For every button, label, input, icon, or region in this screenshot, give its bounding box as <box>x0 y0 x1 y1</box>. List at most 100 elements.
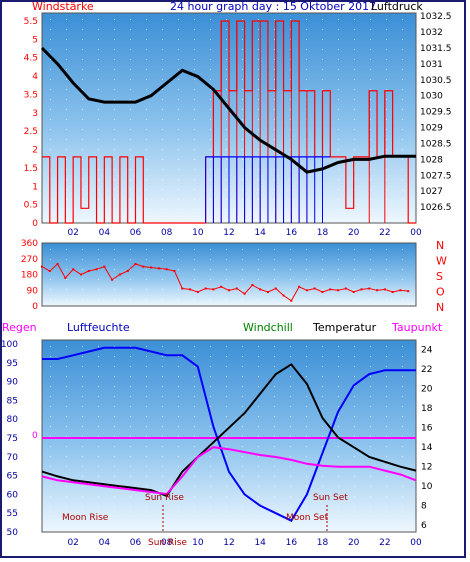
grid-dot <box>402 79 403 80</box>
grid-dot <box>258 149 259 150</box>
grid-dot <box>130 59 131 60</box>
grid-dot <box>162 179 163 180</box>
wind-axis-label: Windstärke <box>32 0 94 13</box>
grid-dot <box>66 456 67 457</box>
grid-dot <box>370 446 371 447</box>
grid-dot <box>338 299 339 300</box>
grid-dot <box>162 299 163 300</box>
grid-dot <box>146 169 147 170</box>
grid-dot <box>338 516 339 517</box>
grid-dot <box>114 426 115 427</box>
temperature-plot-area <box>41 339 417 533</box>
grid-dot <box>146 466 147 467</box>
grid-dot <box>386 129 387 130</box>
grid-dot <box>386 49 387 50</box>
grid-dot <box>194 406 195 407</box>
grid-dot <box>50 39 51 40</box>
grid-dot <box>258 219 259 220</box>
grid-dot <box>66 346 67 347</box>
grid-dot <box>114 506 115 507</box>
grid-dot <box>242 396 243 397</box>
grid-dot <box>130 396 131 397</box>
grid-dot <box>402 476 403 477</box>
grid-dot <box>370 269 371 270</box>
wind-y-tick-label: 2 <box>32 146 38 156</box>
grid-dot <box>242 69 243 70</box>
grid-dot <box>210 119 211 120</box>
grid-dot <box>290 119 291 120</box>
x-tick-label: 20 <box>348 538 360 548</box>
grid-dot <box>274 486 275 487</box>
grid-dot <box>162 269 163 270</box>
x-tick-label: 18 <box>317 538 329 548</box>
grid-dot <box>130 89 131 90</box>
grid-dot <box>82 49 83 50</box>
grid-dot <box>258 476 259 477</box>
grid-dot <box>114 346 115 347</box>
grid-dot <box>274 386 275 387</box>
grid-dot <box>274 279 275 280</box>
direction-point <box>196 291 199 293</box>
grid-dot <box>194 119 195 120</box>
grid-dot <box>306 89 307 90</box>
grid-dot <box>114 89 115 90</box>
grid-dot <box>130 436 131 437</box>
grid-dot <box>178 39 179 40</box>
grid-dot <box>82 39 83 40</box>
grid-dot <box>354 279 355 280</box>
grid-dot <box>210 376 211 377</box>
grid-dot <box>114 149 115 150</box>
grid-dot <box>178 416 179 417</box>
grid-dot <box>338 456 339 457</box>
temperature-y-tick-label: 8 <box>421 502 427 512</box>
grid-dot <box>146 109 147 110</box>
grid-dot <box>50 466 51 467</box>
grid-dot <box>306 39 307 40</box>
grid-dot <box>242 406 243 407</box>
direction-point <box>165 268 168 271</box>
grid-dot <box>50 149 51 150</box>
grid-dot <box>274 159 275 160</box>
grid-dot <box>370 109 371 110</box>
direction-point <box>212 288 215 291</box>
grid-dot <box>162 366 163 367</box>
grid-dot <box>210 406 211 407</box>
temperature-y-tick-label: 12 <box>421 463 432 473</box>
grid-dot <box>322 279 323 280</box>
grid-dot <box>242 416 243 417</box>
grid-dot <box>50 526 51 527</box>
grid-dot <box>290 386 291 387</box>
grid-dot <box>386 169 387 170</box>
grid-dot <box>82 249 83 250</box>
grid-dot <box>210 299 211 300</box>
grid-dot <box>130 139 131 140</box>
pressure-axis-label: Luftdruck <box>371 0 423 13</box>
grid-dot <box>178 446 179 447</box>
grid-dot <box>226 259 227 260</box>
direction-point <box>48 270 51 272</box>
direction-point <box>64 277 67 279</box>
grid-dot <box>50 99 51 100</box>
grid-dot <box>130 19 131 20</box>
grid-dot <box>178 486 179 487</box>
grid-dot <box>146 149 147 150</box>
grid-dot <box>82 386 83 387</box>
grid-dot <box>338 346 339 347</box>
grid-dot <box>114 416 115 417</box>
grid-dot <box>210 366 211 367</box>
grid-dot <box>130 526 131 527</box>
grid-dot <box>210 219 211 220</box>
direction-point <box>407 290 410 293</box>
x-tick-label: 08 <box>161 228 173 238</box>
grid-dot <box>274 249 275 250</box>
grid-dot <box>210 496 211 497</box>
grid-dot <box>50 299 51 300</box>
grid-dot <box>338 149 339 150</box>
grid-dot <box>226 129 227 130</box>
grid-dot <box>82 29 83 30</box>
grid-dot <box>114 299 115 300</box>
grid-dot <box>290 526 291 527</box>
grid-dot <box>146 516 147 517</box>
grid-dot <box>402 436 403 437</box>
